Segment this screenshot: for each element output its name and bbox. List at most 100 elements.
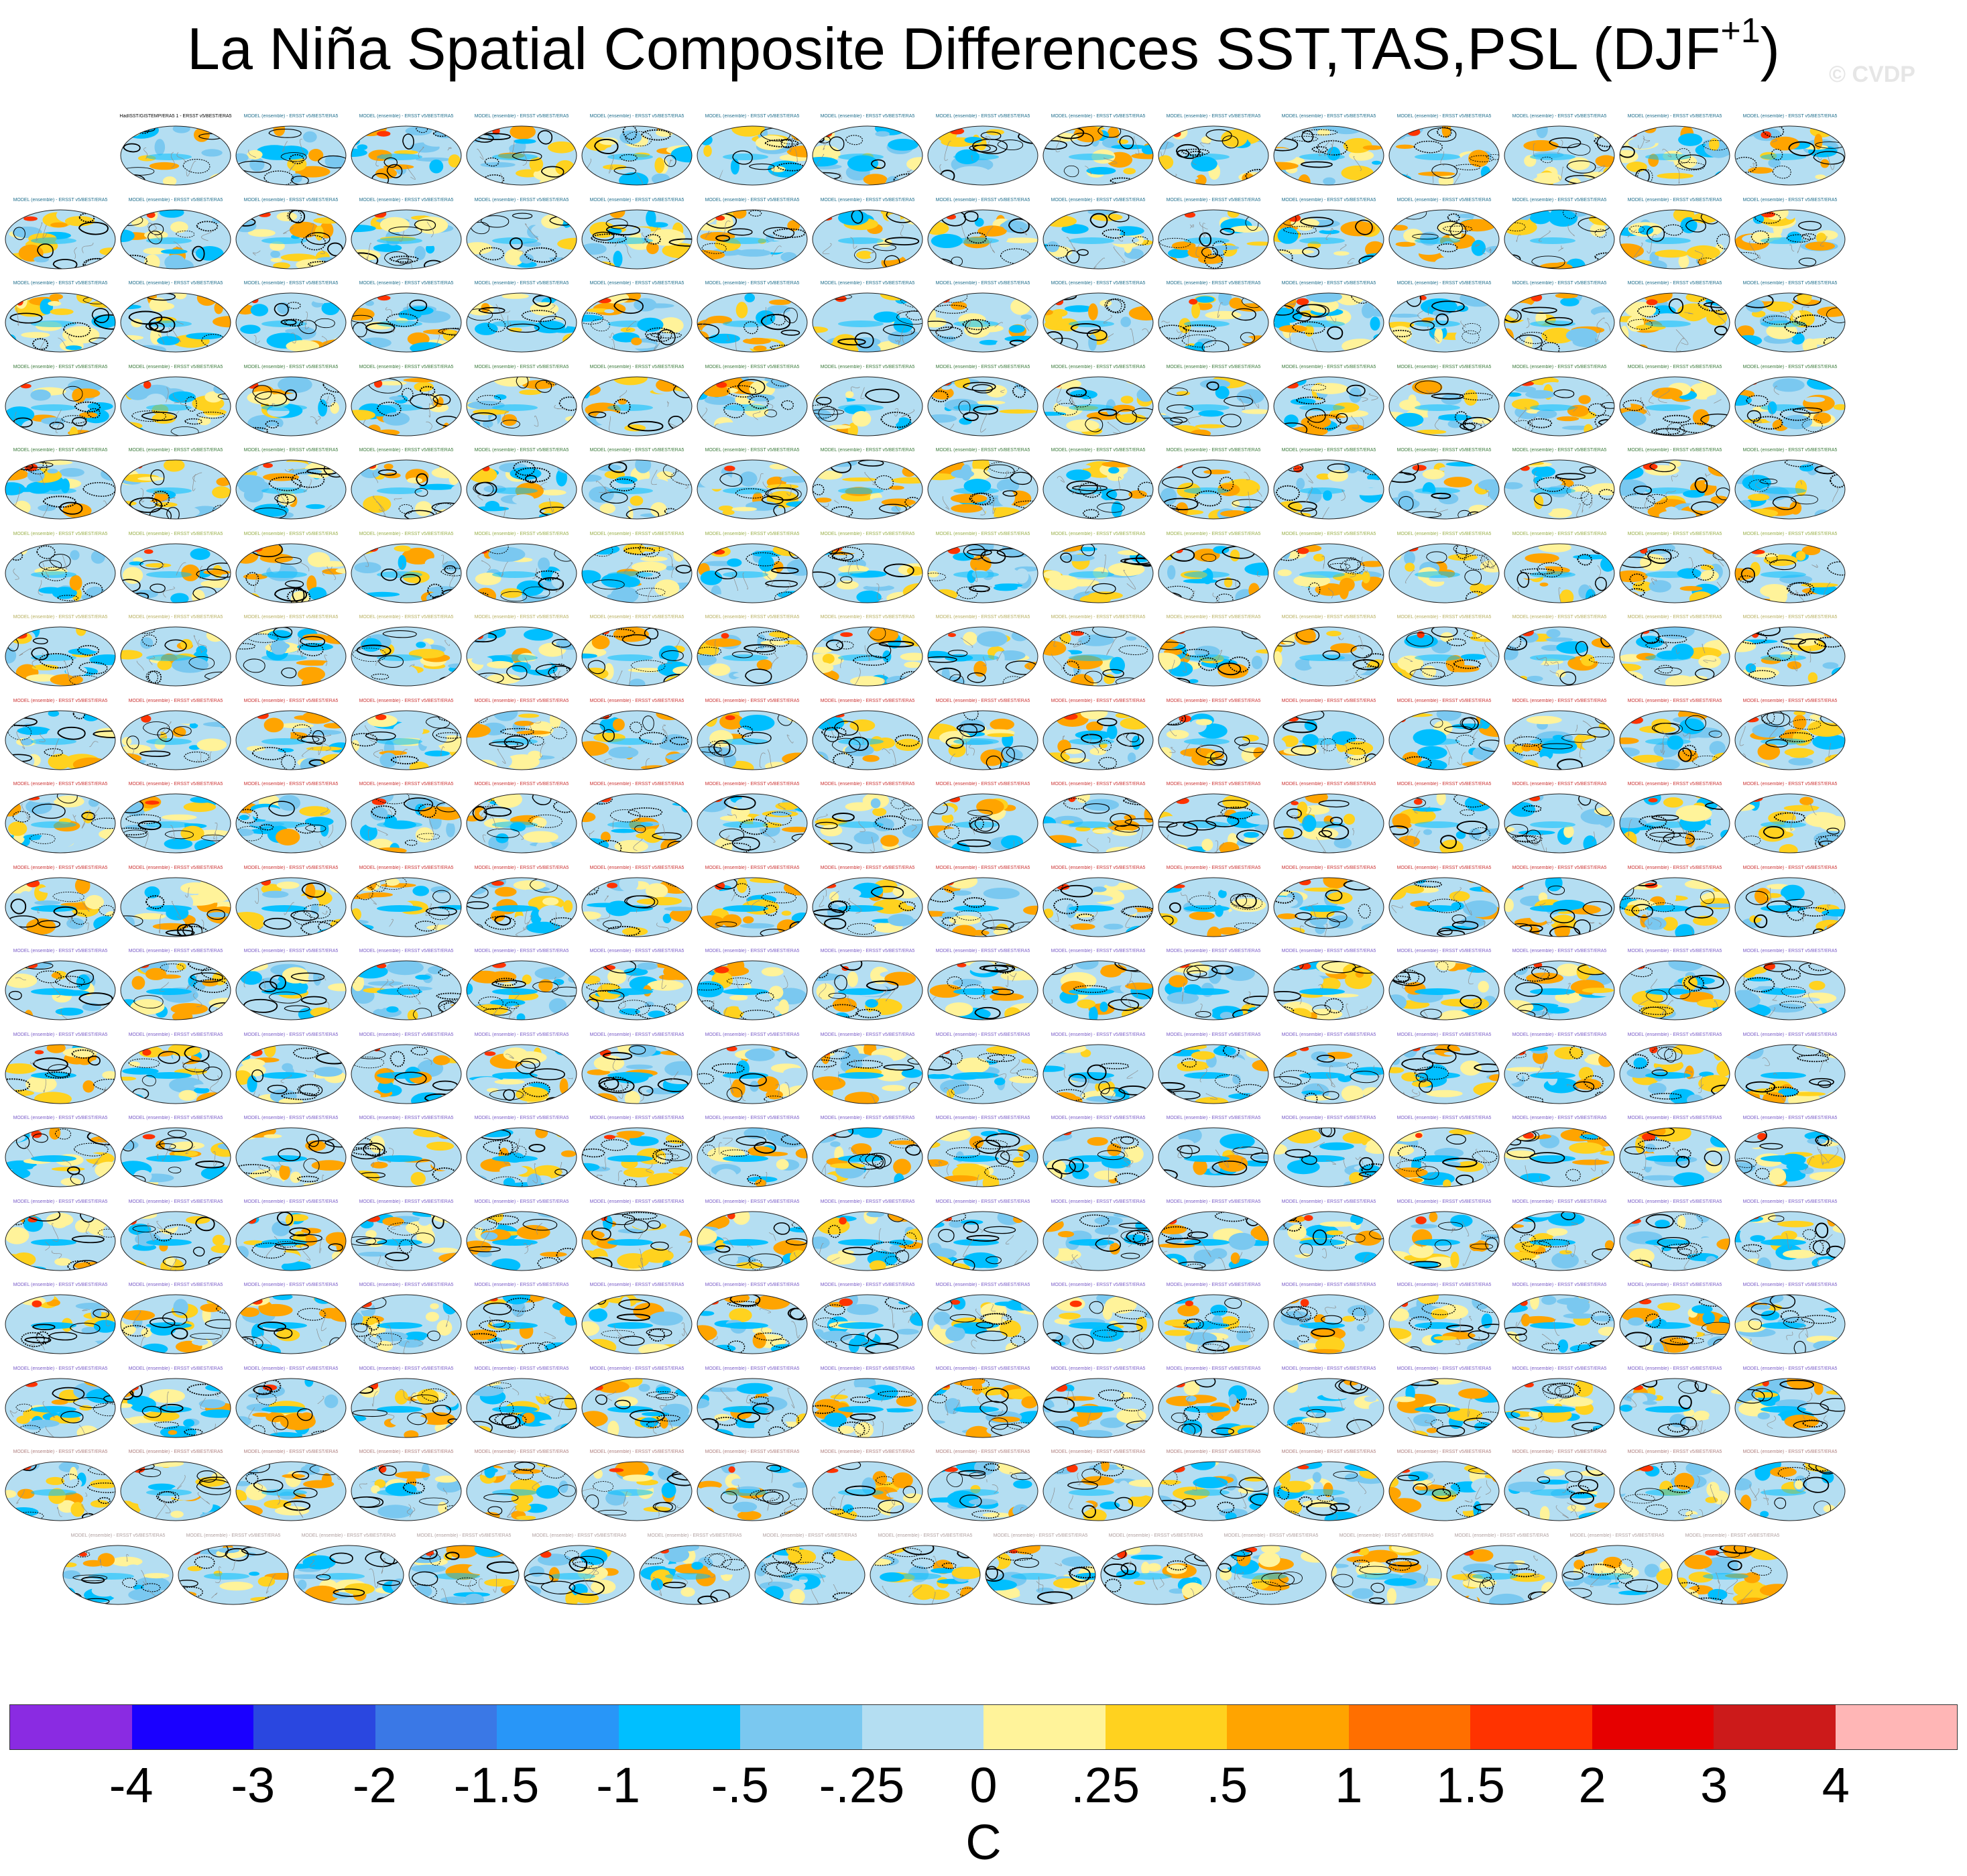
cold-tongue xyxy=(838,654,884,661)
anomaly-hotspot xyxy=(590,544,601,552)
anomaly-blob xyxy=(1358,806,1382,821)
anomaly-blob xyxy=(741,325,756,339)
anomaly-hotspot xyxy=(708,295,717,301)
map-border xyxy=(1273,209,1384,269)
anomaly-hotspot xyxy=(17,711,27,717)
continent-outline xyxy=(550,304,556,310)
panel-title: MODEL (ensemble) - ERSST v5/BEST/ERA5 xyxy=(935,698,1030,703)
anomaly-blob xyxy=(272,461,309,469)
map-border xyxy=(351,459,462,520)
continent-outline xyxy=(1435,417,1441,430)
panel-title: MODEL (ensemble) - ERSST v5/BEST/ERA5 xyxy=(474,615,569,620)
anomaly-blob xyxy=(306,746,343,751)
psl-contour xyxy=(1521,306,1557,314)
psl-contour xyxy=(1170,416,1188,423)
continent-outline xyxy=(1427,306,1430,316)
anomaly-blob xyxy=(123,567,143,584)
continent-outline xyxy=(771,168,778,176)
psl-contour xyxy=(43,495,76,508)
anomaly-blob xyxy=(1692,408,1710,426)
map-panel xyxy=(581,626,693,687)
anomaly-blob xyxy=(705,638,741,647)
cold-tongue xyxy=(1761,237,1806,244)
continent-outline xyxy=(310,223,316,236)
anomaly-blob xyxy=(1526,143,1549,148)
cold-tongue xyxy=(31,237,76,244)
panel-title: MODEL (ensemble) - ERSST v5/BEST/ERA5 xyxy=(1166,531,1261,536)
anomaly-blob xyxy=(1601,126,1614,137)
map-panel xyxy=(5,459,116,520)
anomaly-blob xyxy=(1748,493,1770,501)
anomaly-hotspot xyxy=(1280,127,1291,135)
anomaly-blob xyxy=(190,548,211,560)
psl-contour xyxy=(1188,150,1203,158)
continent-outline xyxy=(392,327,396,333)
anomaly-blob xyxy=(1594,132,1614,138)
psl-contour xyxy=(176,230,195,238)
map-border xyxy=(235,125,347,186)
anomaly-blob xyxy=(976,799,1004,815)
continent-outline xyxy=(1627,229,1636,237)
map-border xyxy=(1388,125,1500,186)
panel-title: MODEL (ensemble) - ERSST v5/BEST/ERA5 xyxy=(935,281,1030,286)
panel-title: MODEL (ensemble) - ERSST v5/BEST/ERA5 xyxy=(359,615,454,620)
panel-title: MODEL (ensemble) - ERSST v5/BEST/ERA5 xyxy=(359,364,454,369)
psl-contour xyxy=(772,228,806,238)
map-border xyxy=(120,292,231,353)
psl-contour xyxy=(1327,326,1344,340)
anomaly-blob xyxy=(1389,313,1420,318)
continent-outline xyxy=(166,327,172,339)
psl-contour xyxy=(289,154,304,164)
continent-outline xyxy=(158,334,164,345)
anomaly-blob xyxy=(1556,416,1579,421)
map-border xyxy=(466,209,577,269)
cold-tongue xyxy=(838,320,884,327)
psl-contour xyxy=(933,304,968,314)
anomaly-blob xyxy=(504,248,525,266)
anomaly-blob xyxy=(964,308,994,314)
anomaly-blob xyxy=(1061,223,1089,234)
panel-title: MODEL (ensemble) - ERSST v5/BEST/ERA5 xyxy=(820,281,915,286)
anomaly-blob xyxy=(518,713,540,718)
map-border xyxy=(1734,292,1846,353)
psl-contour xyxy=(1292,135,1319,142)
continent-outline xyxy=(1518,407,1527,422)
cold-tongue xyxy=(492,654,538,661)
continent-outline xyxy=(794,148,798,163)
cold-tongue xyxy=(1415,404,1460,411)
continent-outline xyxy=(609,416,611,430)
anomaly-blob xyxy=(394,545,411,552)
anomaly-blob xyxy=(1708,762,1730,766)
cold-tongue xyxy=(261,571,307,578)
anomaly-blob xyxy=(591,126,606,133)
continent-outline xyxy=(1714,398,1722,404)
anomaly-blob xyxy=(874,311,900,323)
cold-tongue xyxy=(953,654,999,661)
psl-contour xyxy=(1204,253,1224,269)
anomaly-blob xyxy=(726,260,762,265)
psl-contour xyxy=(1302,246,1320,257)
panel-title: MODEL (ensemble) - ERSST v5/BEST/ERA5 xyxy=(474,197,569,202)
psl-contour xyxy=(1355,219,1373,235)
continent-outline xyxy=(495,304,504,320)
anomaly-blob xyxy=(510,126,536,139)
psl-contour xyxy=(1431,300,1465,312)
continent-outline xyxy=(426,421,432,431)
map-border xyxy=(120,125,231,186)
map-panel xyxy=(1388,125,1500,186)
panel-title: MODEL (ensemble) - ERSST v5/BEST/ERA5 xyxy=(1512,615,1607,620)
cold-tongue xyxy=(838,404,884,411)
psl-contour xyxy=(217,393,231,400)
panel-title: MODEL (ensemble) - ERSST v5/BEST/ERA5 xyxy=(474,448,569,453)
anomaly-blob xyxy=(1643,293,1673,304)
anomaly-blob xyxy=(775,802,799,810)
map-panel xyxy=(581,209,693,269)
continent-outline xyxy=(1093,257,1105,269)
panel-title: MODEL (ensemble) - ERSST v5/BEST/ERA5 xyxy=(1166,364,1261,369)
panel-title: MODEL (ensemble) - ERSST v5/BEST/ERA5 xyxy=(474,782,569,786)
map-border xyxy=(1158,292,1269,353)
continent-outline xyxy=(406,166,416,180)
anomaly-blob xyxy=(121,744,151,754)
anomaly-blob xyxy=(1029,211,1038,220)
anomaly-blob xyxy=(979,430,1008,434)
